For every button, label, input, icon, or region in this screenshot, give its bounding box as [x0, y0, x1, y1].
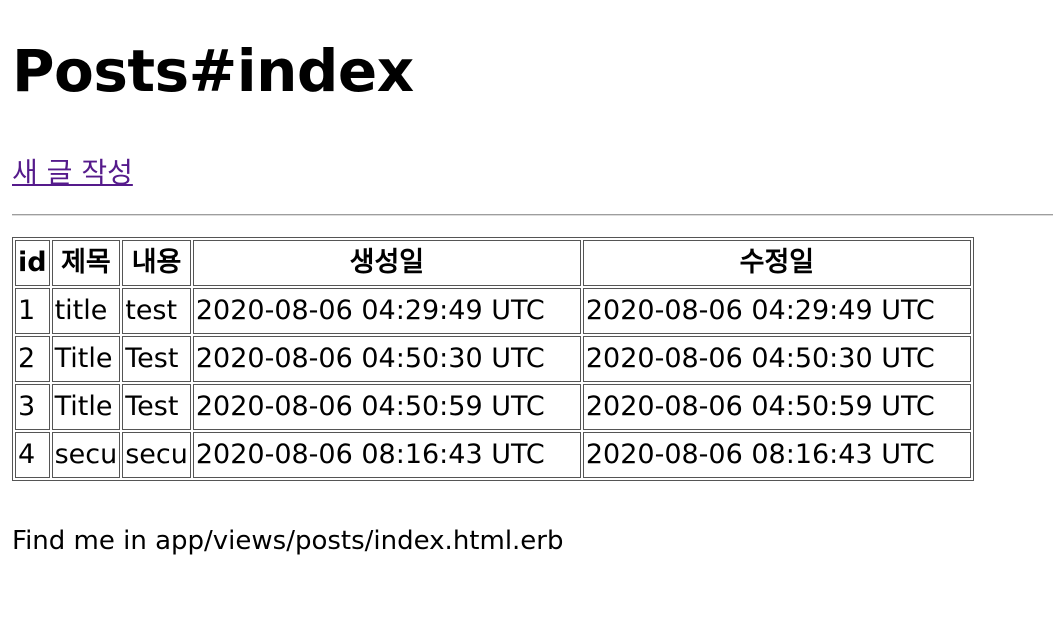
- cell-content: secu: [122, 432, 191, 478]
- new-post-link[interactable]: 새 글 작성: [12, 156, 133, 189]
- cell-title: Title: [51, 384, 121, 430]
- table-row: 3 Title Test 2020-08-06 04:50:59 UTC 202…: [15, 384, 971, 430]
- table-row: 4 secu secu 2020-08-06 08:16:43 UTC 2020…: [15, 432, 971, 478]
- cell-updated: 2020-08-06 04:50:59 UTC: [582, 384, 971, 430]
- header-updated: 수정일: [582, 240, 971, 286]
- cell-content: Test: [122, 384, 191, 430]
- posts-table: id 제목 내용 생성일 수정일 1 title test 2020-08-06…: [12, 237, 974, 481]
- cell-title: secu: [51, 432, 121, 478]
- cell-updated: 2020-08-06 04:29:49 UTC: [582, 288, 971, 334]
- cell-id: 4: [15, 432, 50, 478]
- divider: [12, 214, 1053, 216]
- cell-id: 1: [15, 288, 50, 334]
- header-content: 내용: [122, 240, 191, 286]
- template-path-note: Find me in app/views/posts/index.html.er…: [12, 526, 564, 556]
- cell-title: Title: [51, 336, 121, 382]
- table-row: 2 Title Test 2020-08-06 04:50:30 UTC 202…: [15, 336, 971, 382]
- cell-title: title: [51, 288, 121, 334]
- header-id: id: [15, 240, 50, 286]
- cell-updated: 2020-08-06 08:16:43 UTC: [582, 432, 971, 478]
- cell-created: 2020-08-06 08:16:43 UTC: [192, 432, 581, 478]
- cell-content: Test: [122, 336, 191, 382]
- header-created: 생성일: [192, 240, 581, 286]
- cell-content: test: [122, 288, 191, 334]
- cell-created: 2020-08-06 04:50:59 UTC: [192, 384, 581, 430]
- cell-updated: 2020-08-06 04:50:30 UTC: [582, 336, 971, 382]
- cell-created: 2020-08-06 04:50:30 UTC: [192, 336, 581, 382]
- table-header-row: id 제목 내용 생성일 수정일: [15, 240, 971, 286]
- page-title: Posts#index: [12, 37, 414, 105]
- table-row: 1 title test 2020-08-06 04:29:49 UTC 202…: [15, 288, 971, 334]
- cell-id: 3: [15, 384, 50, 430]
- header-title: 제목: [51, 240, 121, 286]
- cell-id: 2: [15, 336, 50, 382]
- page-body: Posts#index 새 글 작성: [0, 0, 1053, 189]
- cell-created: 2020-08-06 04:29:49 UTC: [192, 288, 581, 334]
